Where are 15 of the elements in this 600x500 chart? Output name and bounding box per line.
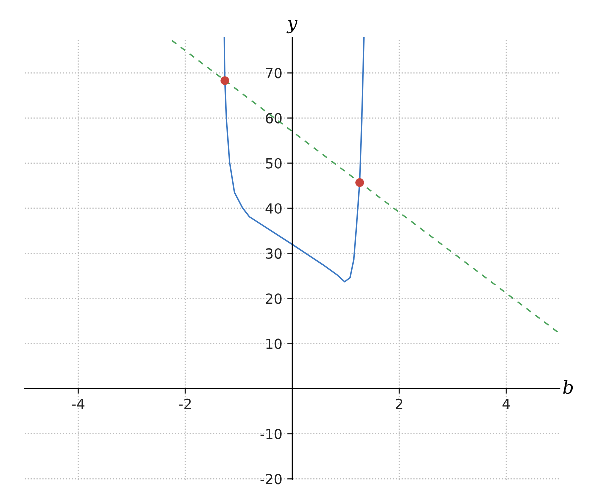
- y-tick-label: 40: [266, 203, 282, 214]
- x-tick-label: 2: [396, 398, 403, 410]
- y-tick-label: 60: [266, 113, 282, 124]
- y-tick-label: -10: [260, 428, 282, 440]
- y-axis-title: y: [286, 20, 298, 34]
- y-tick-label: 20: [266, 294, 282, 304]
- y-tick-label: -20: [260, 474, 282, 485]
- y-tick-label: 30: [266, 248, 282, 260]
- y-tick-label: 50: [266, 158, 282, 169]
- x-tick-label: -4: [72, 399, 85, 410]
- y-tick-label: 70: [266, 68, 282, 79]
- x-tick-label: -2: [179, 398, 192, 410]
- y-tick-label: 10: [266, 338, 282, 350]
- x-tick-label: 4: [502, 399, 510, 410]
- x-axis-title: b: [563, 380, 574, 394]
